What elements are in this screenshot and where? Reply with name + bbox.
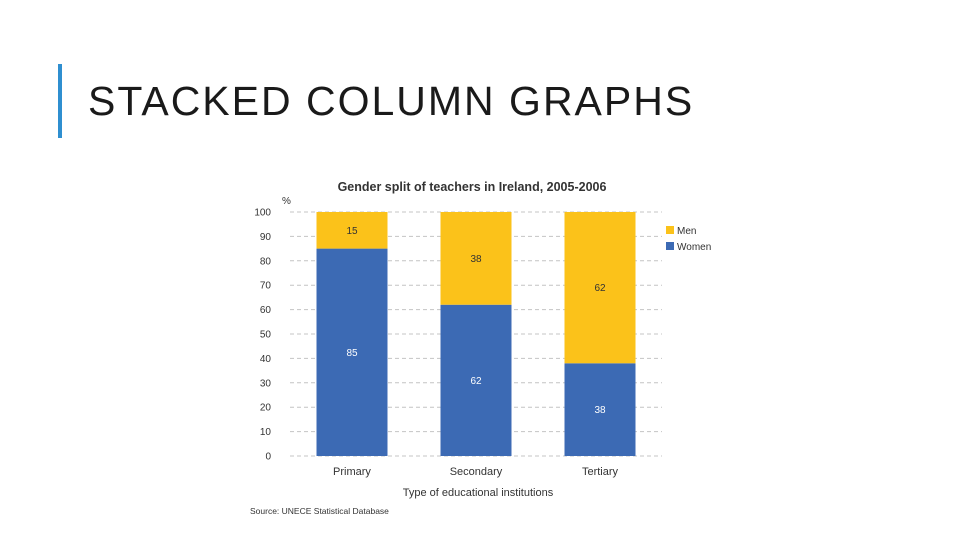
stacked-column-chart: Gender split of teachers in Ireland, 200…	[250, 180, 711, 516]
y-tick-label: 0	[265, 452, 271, 463]
data-label: 15	[346, 226, 358, 237]
y-tick-label: 40	[260, 354, 272, 365]
x-tick-label: Primary	[333, 466, 371, 478]
data-label: 38	[470, 254, 482, 265]
chart-figure: Gender split of teachers in Ireland, 200…	[244, 168, 724, 523]
y-tick-label: 70	[260, 281, 272, 292]
y-tick-label: 100	[254, 208, 271, 219]
bar-women-secondary	[440, 304, 512, 456]
chart-title: Gender split of teachers in Ireland, 200…	[338, 180, 607, 194]
y-tick-label: 10	[260, 427, 272, 438]
source-note: Source: UNECE Statistical Database	[250, 506, 389, 516]
legend-swatch-women	[666, 242, 674, 250]
data-label: 85	[346, 348, 358, 359]
legend: Men Women	[666, 226, 711, 253]
bar-women-tertiary	[564, 363, 636, 456]
y-axis-ticks: 0 10 20 30 40 50 60 70 80 90 100	[254, 208, 271, 463]
bars	[316, 212, 636, 456]
y-tick-label: 60	[260, 305, 272, 316]
title-accent-bar	[58, 64, 62, 138]
data-label: 62	[594, 283, 606, 294]
data-label: 38	[594, 405, 606, 416]
bar-men-primary	[316, 212, 388, 249]
bar-women-primary	[316, 248, 388, 456]
data-labels: 85 15 62 38 38 62	[346, 226, 606, 416]
x-axis-ticks: Primary Secondary Tertiary	[333, 466, 618, 478]
x-axis-title: Type of educational institutions	[403, 487, 554, 499]
y-tick-label: 80	[260, 256, 272, 267]
y-tick-label: 90	[260, 232, 272, 243]
legend-label-men: Men	[677, 226, 696, 237]
y-tick-label: 20	[260, 403, 272, 414]
y-tick-label: 50	[260, 330, 272, 341]
y-axis-unit-label: %	[282, 196, 291, 207]
y-tick-label: 30	[260, 378, 272, 389]
data-label: 62	[470, 376, 482, 387]
x-tick-label: Tertiary	[582, 466, 619, 478]
x-tick-label: Secondary	[450, 466, 503, 478]
bar-men-secondary	[440, 212, 512, 305]
legend-label-women: Women	[677, 242, 711, 253]
slide-title: STACKED COLUMN GRAPHS	[88, 78, 695, 124]
legend-swatch-men	[666, 226, 674, 234]
bar-men-tertiary	[564, 212, 636, 364]
